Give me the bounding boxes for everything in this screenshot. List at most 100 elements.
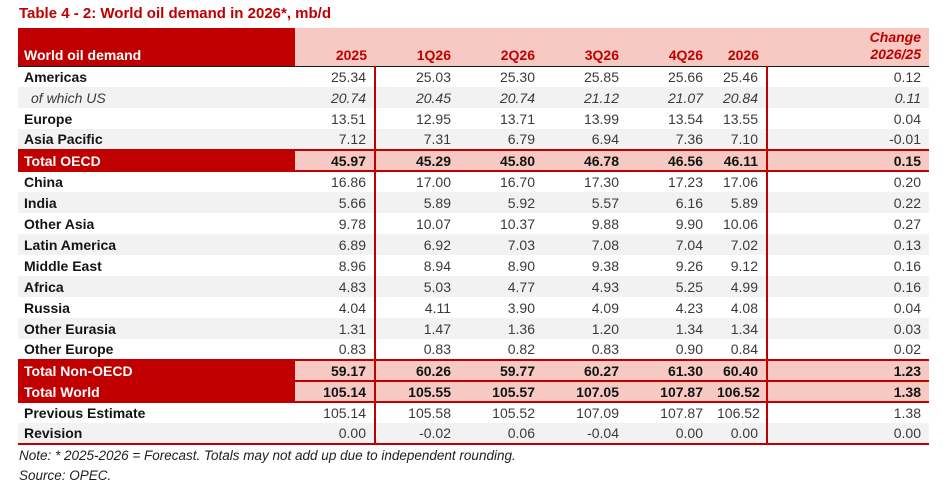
value-cell: 107.87: [627, 381, 711, 402]
col-header-change-line1: Change: [869, 28, 921, 45]
value-cell: 7.04: [675, 236, 703, 253]
value-cell: 8.90: [507, 257, 535, 274]
value-cell: 9.38: [591, 257, 619, 274]
value-cell: 25.46: [711, 66, 768, 87]
row-label: Other Asia: [24, 215, 95, 232]
value-cell: 5.66: [295, 192, 376, 213]
value-cell: 45.29: [375, 150, 459, 171]
col-header-label: World oil demand: [18, 28, 295, 66]
change-cell: -0.01: [889, 131, 921, 147]
value-cell: 25.85: [583, 68, 619, 85]
value-cell: 1.36: [507, 320, 535, 337]
value-cell: 16.86: [295, 171, 376, 192]
value-cell: 7.03: [507, 236, 535, 253]
table-row-previous-estimate: Previous Estimate 105.14 105.58 105.52 1…: [18, 402, 929, 423]
row-label: Africa: [24, 278, 64, 295]
value-cell: 21.07: [667, 89, 703, 106]
value-cell: 7.08: [591, 236, 619, 253]
table-row-europe: Europe 13.51 12.95 13.71 13.99 13.54 13.…: [18, 108, 929, 129]
value-cell: 25.03: [415, 68, 451, 85]
value-cell: 7.12: [295, 129, 376, 150]
value-cell: 4.77: [507, 278, 535, 295]
change-cell: 0.02: [893, 341, 921, 357]
row-label: Other Eurasia: [24, 320, 116, 337]
value-cell: 9.90: [675, 215, 703, 232]
change-cell: 1.23: [767, 360, 929, 381]
change-cell: 0.16: [893, 257, 921, 274]
value-cell: 105.55: [375, 381, 459, 402]
value-cell: 7.10: [711, 129, 768, 150]
row-label: Americas: [24, 68, 88, 85]
col-header-2q26: 2Q26: [459, 28, 543, 66]
value-cell: 10.06: [711, 213, 768, 234]
col-header-1q26: 1Q26: [375, 28, 459, 66]
value-cell: 1.34: [675, 320, 703, 337]
table-row-americas: Americas 25.34 25.03 25.30 25.85 25.66 2…: [18, 66, 929, 87]
change-cell: 0.22: [893, 194, 921, 211]
value-cell: 16.70: [499, 174, 535, 190]
value-cell: 20.45: [415, 89, 451, 106]
value-cell: 13.55: [711, 108, 768, 129]
table-row-revision: Revision 0.00 -0.02 0.06 -0.04 0.00 0.00…: [18, 423, 929, 444]
col-header-3q26: 3Q26: [543, 28, 627, 66]
value-cell: 6.94: [591, 131, 619, 147]
table-row-other-eurasia: Other Eurasia 1.31 1.47 1.36 1.20 1.34 1…: [18, 318, 929, 339]
value-cell: 105.52: [492, 405, 535, 421]
change-cell: 0.04: [893, 299, 921, 316]
row-label: India: [24, 194, 57, 211]
value-cell: 5.25: [675, 278, 703, 295]
value-cell: 5.89: [711, 192, 768, 213]
table-row-other-asia: Other Asia 9.78 10.07 10.37 9.88 9.90 10…: [18, 213, 929, 234]
value-cell: 0.90: [675, 341, 703, 357]
value-cell: 4.08: [711, 297, 768, 318]
table-row-total-non-oecd: Total Non-OECD 59.17 60.26 59.77 60.27 6…: [18, 360, 929, 381]
value-cell: 46.78: [543, 150, 627, 171]
value-cell: 7.02: [711, 234, 768, 255]
change-cell: 0.13: [893, 236, 921, 253]
value-cell: 9.88: [591, 215, 619, 232]
row-label: Revision: [24, 425, 83, 441]
value-cell: 5.57: [591, 194, 619, 211]
value-cell: 106.52: [711, 381, 768, 402]
value-cell: 61.30: [627, 360, 711, 381]
value-cell: 17.06: [711, 171, 768, 192]
value-cell: 20.74: [499, 89, 535, 106]
value-cell: -0.04: [587, 425, 619, 441]
table-header-row: World oil demand 2025 1Q26 2Q26 3Q26 4Q2…: [18, 28, 929, 66]
row-label: Total OECD: [18, 150, 295, 171]
value-cell: 4.09: [591, 299, 619, 316]
value-cell: 13.54: [667, 110, 703, 127]
value-cell: 60.40: [711, 360, 768, 381]
value-cell: 1.20: [591, 320, 619, 337]
value-cell: 6.16: [675, 194, 703, 211]
value-cell: 8.96: [295, 255, 376, 276]
value-cell: 25.30: [499, 68, 535, 85]
row-label: Asia Pacific: [24, 131, 103, 147]
change-cell: 0.15: [767, 150, 929, 171]
value-cell: 25.66: [667, 68, 703, 85]
table-note: Note: * 2025-2026 = Forecast. Totals may…: [19, 448, 516, 463]
table-row-middle-east: Middle East 8.96 8.94 8.90 9.38 9.26 9.1…: [18, 255, 929, 276]
value-cell: 5.92: [507, 194, 535, 211]
value-cell: 105.14: [295, 402, 376, 423]
value-cell: 46.56: [627, 150, 711, 171]
value-cell: 59.17: [295, 360, 376, 381]
value-cell: 0.00: [711, 423, 768, 444]
value-cell: 0.84: [711, 339, 768, 360]
value-cell: 60.27: [543, 360, 627, 381]
table-row-asia-pacific: Asia Pacific 7.12 7.31 6.79 6.94 7.36 7.…: [18, 129, 929, 150]
change-cell: 1.38: [767, 381, 929, 402]
change-cell: 0.00: [893, 425, 921, 441]
change-cell: 0.11: [894, 89, 921, 106]
row-label: Europe: [24, 110, 73, 127]
value-cell: 107.87: [660, 405, 703, 421]
value-cell: 13.51: [295, 108, 376, 129]
value-cell: 12.95: [415, 110, 451, 127]
value-cell: 20.84: [711, 87, 768, 108]
value-cell: 60.26: [375, 360, 459, 381]
value-cell: 0.83: [295, 339, 376, 360]
value-cell: 20.74: [295, 87, 376, 108]
value-cell: 4.23: [675, 299, 703, 316]
value-cell: 0.83: [423, 341, 451, 357]
